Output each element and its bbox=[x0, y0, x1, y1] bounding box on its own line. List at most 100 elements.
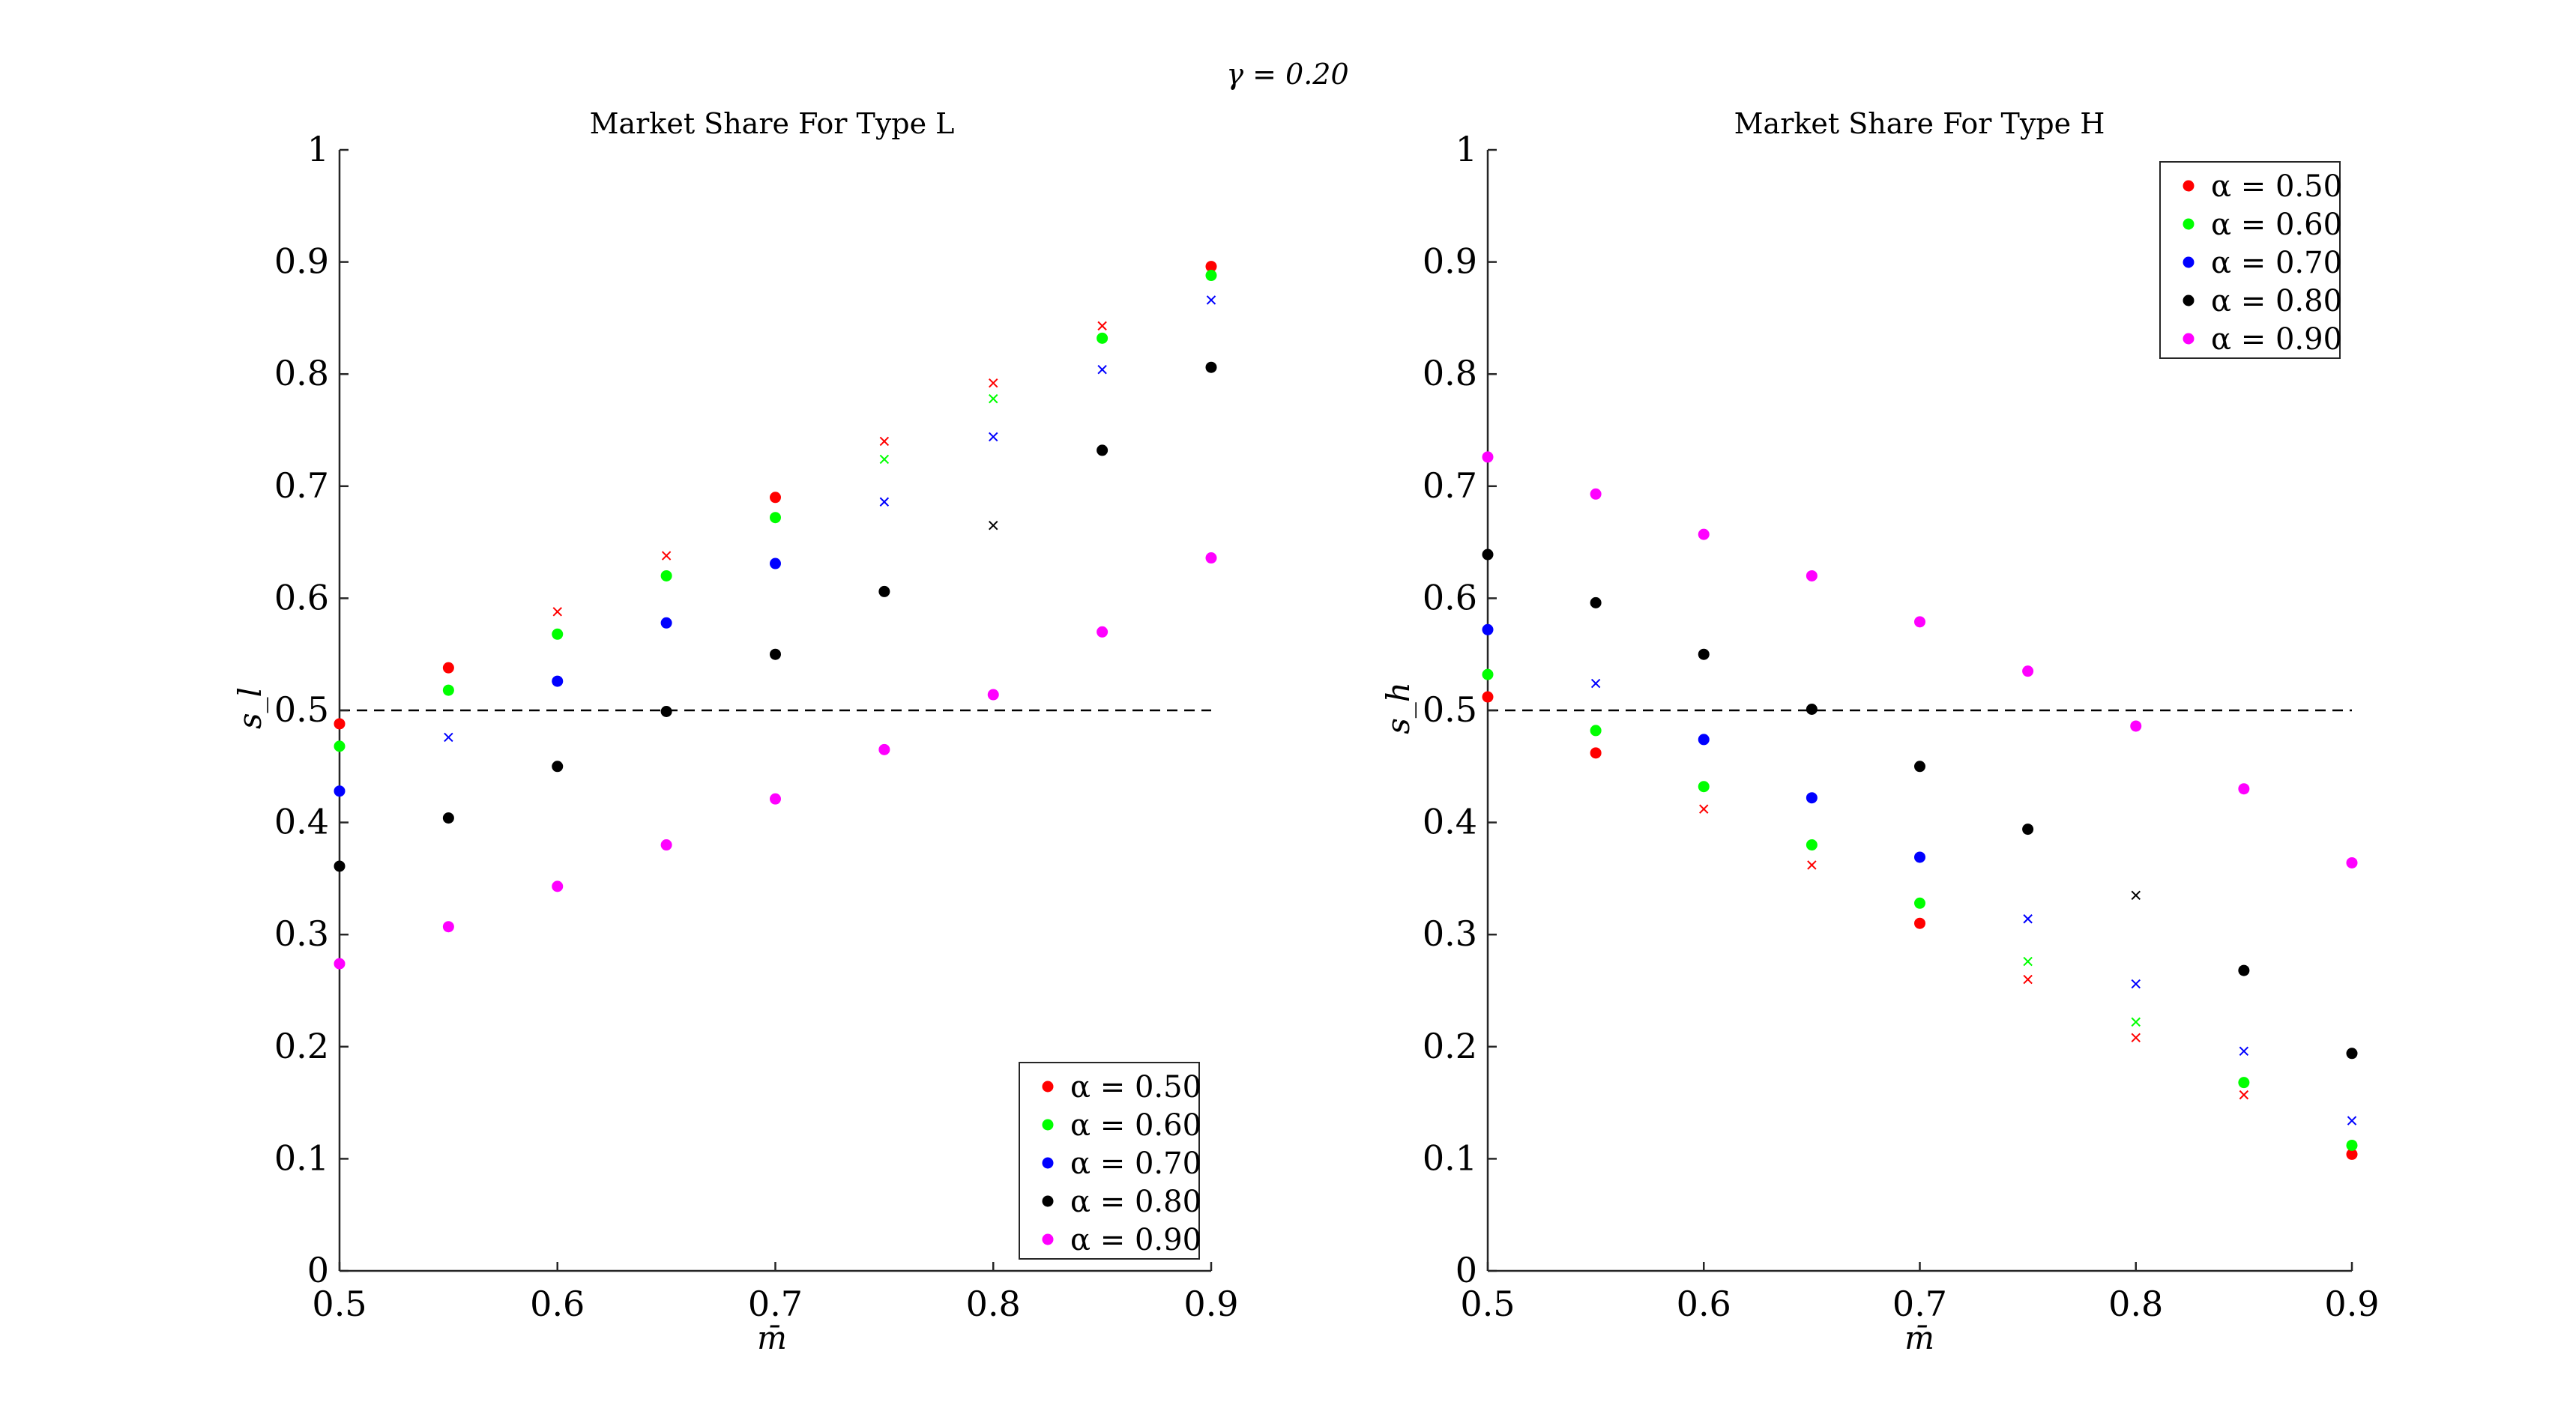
data-point-x bbox=[2239, 1090, 2249, 1100]
data-point-dot bbox=[1806, 839, 1818, 851]
data-point-dot bbox=[2238, 964, 2250, 976]
data-point-x bbox=[879, 454, 890, 465]
data-point-dot bbox=[1482, 451, 1494, 463]
data-point-dot bbox=[878, 743, 890, 755]
data-point-dot bbox=[552, 675, 564, 687]
data-point-dot bbox=[2022, 665, 2034, 677]
legend-marker bbox=[2183, 333, 2195, 345]
data-point-dot bbox=[770, 558, 781, 569]
data-point-dot bbox=[1590, 747, 1602, 759]
data-point-x bbox=[1590, 678, 1601, 689]
data-point-x bbox=[989, 432, 998, 442]
data-point-dot bbox=[1097, 332, 1108, 344]
legend-label: α = 0.80 bbox=[2211, 284, 2342, 318]
tick-labels: 0 0.1 0.2 0.3 0.4 0.5 0.6 0.7 0.8 0.9 1 0.5 0.6 0.7 0.… bbox=[274, 129, 1239, 1324]
y-tick-label: 0.1 bbox=[274, 1137, 329, 1178]
data-point-dot bbox=[1698, 528, 1710, 540]
data-point-x bbox=[989, 393, 998, 404]
legend-label: α = 0.50 bbox=[1070, 1070, 1201, 1105]
x-tick-label: 0.8 bbox=[966, 1284, 1021, 1324]
data-point-dot bbox=[1914, 897, 1925, 909]
panel-title: Market Share For Type L bbox=[590, 107, 955, 140]
axes bbox=[1486, 148, 2353, 1272]
data-point-dot bbox=[770, 793, 781, 805]
legend-box bbox=[2159, 161, 2341, 359]
data-point-dot bbox=[1914, 851, 1925, 863]
y-tick-label: 0.1 bbox=[1423, 1137, 1477, 1178]
x-tick-label: 0.7 bbox=[748, 1284, 803, 1324]
legend-label: α = 0.90 bbox=[2211, 322, 2342, 357]
data-point-x bbox=[2131, 1017, 2141, 1027]
data-point-dot bbox=[660, 705, 672, 717]
y-tick-label: 0.7 bbox=[274, 465, 329, 506]
data-point-dot bbox=[1914, 616, 1925, 628]
y-tick-label: 0.9 bbox=[1423, 241, 1477, 282]
data-point-x bbox=[2347, 1116, 2357, 1125]
data-point-x bbox=[2131, 1033, 2141, 1043]
data-point-dot bbox=[552, 628, 564, 640]
legend-label: α = 0.60 bbox=[2211, 208, 2342, 242]
data-points bbox=[1482, 451, 2358, 1160]
data-point-dot bbox=[660, 839, 672, 851]
data-point-dot bbox=[1914, 917, 1925, 929]
data-point-dot bbox=[1482, 691, 1494, 703]
data-point-dot bbox=[552, 761, 564, 773]
data-point-x bbox=[879, 436, 890, 447]
data-point-dot bbox=[442, 662, 454, 674]
y-axis-label: s_h bbox=[1380, 682, 1417, 734]
data-point-dot bbox=[1806, 569, 1818, 581]
axes bbox=[338, 148, 1213, 1272]
data-point-dot bbox=[660, 617, 672, 629]
data-point-dot bbox=[442, 921, 454, 933]
data-point-x bbox=[1699, 804, 1709, 814]
x-tick-label: 0.8 bbox=[2108, 1284, 2163, 1324]
x-axis-label: m̄ bbox=[1904, 1320, 1934, 1356]
data-point-dot bbox=[1698, 734, 1710, 746]
data-point-dot bbox=[334, 718, 346, 730]
data-point-dot bbox=[1698, 648, 1710, 660]
data-point-dot bbox=[770, 512, 781, 524]
data-point-x bbox=[1807, 860, 1817, 870]
legend-marker bbox=[1042, 1157, 1054, 1169]
y-tick-label: 0.2 bbox=[274, 1026, 329, 1066]
data-point-x bbox=[2239, 1046, 2249, 1056]
data-point-x bbox=[989, 378, 998, 388]
y-tick-label: 0.4 bbox=[274, 802, 329, 842]
legend-label: α = 0.70 bbox=[2211, 246, 2342, 280]
data-point-dot bbox=[770, 492, 781, 504]
data-point-dot bbox=[987, 689, 999, 701]
data-point-dot bbox=[1914, 761, 1925, 773]
y-tick-label: 1 bbox=[307, 129, 329, 169]
data-point-dot bbox=[1205, 361, 1217, 373]
figure-suptitle: γ = 0.20 bbox=[1226, 58, 1348, 91]
legend-marker bbox=[2183, 218, 2195, 230]
legend: α = 0.50 α = 0.60 α = 0.70 α = 0.80 α = 0.90 bbox=[2159, 161, 2342, 359]
legend-marker bbox=[1042, 1119, 1054, 1131]
x-tick-label: 0.6 bbox=[1677, 1284, 1731, 1324]
x-tick-label: 0.5 bbox=[312, 1284, 367, 1324]
data-point-x bbox=[879, 497, 890, 507]
data-point-dot bbox=[1205, 552, 1217, 564]
y-tick-label: 0.3 bbox=[1423, 913, 1477, 954]
tick-labels: 0 0.1 0.2 0.3 0.4 0.5 0.6 0.7 0.8 0.9 1 0.5 0.6 0.7 0.… bbox=[1423, 129, 2380, 1324]
data-point-dot bbox=[878, 585, 890, 597]
data-points bbox=[334, 261, 1217, 970]
data-point-dot bbox=[334, 740, 346, 752]
data-point-dot bbox=[442, 812, 454, 824]
y-tick-label: 0.6 bbox=[274, 577, 329, 617]
legend-marker bbox=[2183, 294, 2195, 306]
legend-marker bbox=[2183, 180, 2195, 192]
data-point-dot bbox=[442, 684, 454, 696]
data-point-x bbox=[552, 607, 562, 617]
legend-label: α = 0.70 bbox=[1070, 1146, 1201, 1181]
y-tick-label: 0.7 bbox=[1423, 465, 1477, 506]
data-point-x bbox=[444, 732, 453, 743]
legend-label: α = 0.60 bbox=[1070, 1108, 1201, 1143]
y-tick-label: 0 bbox=[1456, 1250, 1477, 1290]
y-tick-label: 0.8 bbox=[1423, 353, 1477, 393]
panel-type-l: Market Share For Type L 0 0.1 0.2 0.3 0.4 0.5… bbox=[232, 107, 1239, 1356]
y-tick-label: 0 bbox=[307, 1250, 329, 1290]
data-point-dot bbox=[2238, 783, 2250, 795]
x-axis-label: m̄ bbox=[757, 1320, 787, 1356]
data-point-dot bbox=[2022, 824, 2034, 836]
